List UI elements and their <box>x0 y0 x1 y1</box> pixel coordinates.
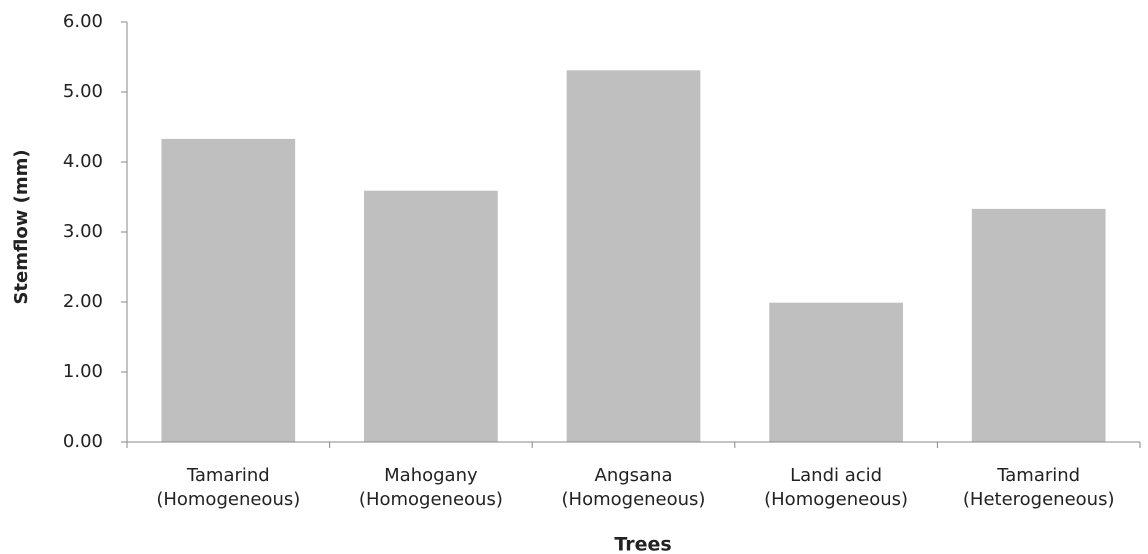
bar <box>566 70 701 443</box>
x-tick-label: Mahogany (Homogeneous) <box>358 465 503 510</box>
y-tick-label: 5.00 <box>63 81 103 102</box>
x-tick-label: Tamarind (Heterogeneous) <box>962 465 1115 510</box>
x-tick-label: Landi acid (Homogeneous) <box>764 465 909 510</box>
x-tick-label: Angsana (Homogeneous) <box>561 465 706 510</box>
y-tick-label: 6.00 <box>63 11 103 32</box>
bar <box>971 208 1106 442</box>
y-axis-title: Stemflow (mm) <box>11 149 32 304</box>
x-axis-title: Trees <box>614 534 671 554</box>
y-tick-label: 4.00 <box>63 151 103 172</box>
bar <box>161 138 296 442</box>
y-tick-label: 1.00 <box>63 361 103 382</box>
y-tick-label: 3.00 <box>63 221 103 242</box>
bar <box>769 302 903 442</box>
x-tick-label: Tamarind (Homogeneous) <box>156 465 301 510</box>
y-tick-label: 2.00 <box>63 291 103 312</box>
bar <box>364 190 498 442</box>
y-tick-label: 0.00 <box>63 431 103 452</box>
